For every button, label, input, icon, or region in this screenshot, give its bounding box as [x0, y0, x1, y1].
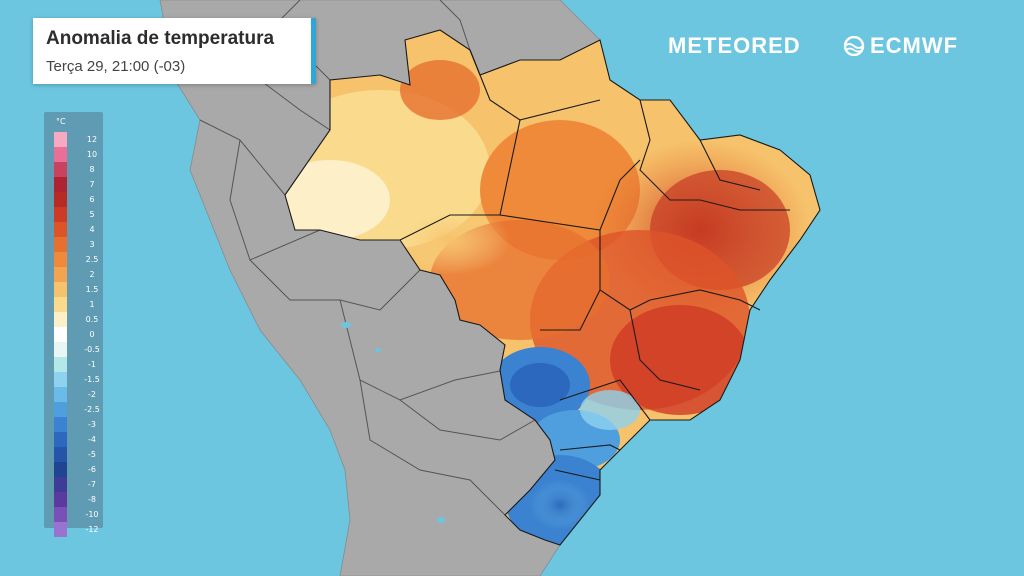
- legend-swatch: [54, 252, 67, 267]
- legend-tick-label: 12: [86, 135, 98, 144]
- legend-swatch: [54, 507, 67, 522]
- legend-tick-label: -1.5: [84, 375, 100, 384]
- legend-tick-label: -8: [88, 495, 96, 504]
- lakes: [341, 322, 445, 523]
- title-card: Anomalia de temperatura Terça 29, 21:00 …: [33, 18, 316, 84]
- map-title: Anomalia de temperatura: [46, 28, 275, 49]
- legend-tick-label: -3: [88, 420, 96, 429]
- legend-swatch: [54, 267, 67, 282]
- legend-tick-label: 5: [89, 210, 95, 219]
- legend-swatch: [54, 132, 67, 147]
- legend-swatch: [54, 192, 67, 207]
- legend-tick-label: 4: [89, 225, 95, 234]
- legend-swatch: [54, 312, 67, 327]
- legend-swatch: [54, 282, 67, 297]
- legend-unit: °C: [56, 117, 66, 126]
- legend-swatch: [54, 402, 67, 417]
- ecmwf-text: ECMWF: [870, 33, 959, 58]
- legend-swatch: [54, 447, 67, 462]
- legend-tick-label: -0.5: [84, 345, 100, 354]
- legend-swatch: [54, 417, 67, 432]
- legend-swatch: [54, 162, 67, 177]
- legend-tick-label: 10: [86, 150, 98, 159]
- legend-swatch: [54, 462, 67, 477]
- legend-tick-label: 0.5: [85, 315, 99, 324]
- legend-tick-label: -1: [88, 360, 96, 369]
- legend-swatch: [54, 357, 67, 372]
- legend-swatch: [54, 207, 67, 222]
- brazil-borders: [284, 29, 821, 546]
- legend-tick-label: 2: [89, 270, 95, 279]
- legend-tick-label: 6: [89, 195, 95, 204]
- legend-tick-label: 1: [89, 300, 95, 309]
- legend-tick-label: 3: [89, 240, 95, 249]
- legend-swatch: [54, 432, 67, 447]
- legend-tick-label: 1.5: [85, 285, 99, 294]
- map-timestamp: Terça 29, 21:00 (-03): [46, 58, 186, 75]
- legend-swatch: [54, 237, 67, 252]
- legend-tick-label: 0: [89, 330, 95, 339]
- legend-tick-label: -6: [88, 465, 96, 474]
- meteored-logo: METEORED: [668, 33, 801, 58]
- legend-swatch: [54, 492, 67, 507]
- legend-tick-label: -2.5: [84, 405, 100, 414]
- legend-swatch: [54, 477, 67, 492]
- legend-tick-label: -7: [88, 480, 96, 489]
- legend-tick-label: -10: [85, 510, 99, 519]
- legend-tick-label: -2: [88, 390, 96, 399]
- legend-swatch: [54, 342, 67, 357]
- legend-tick-label: 2.5: [85, 255, 99, 264]
- legend-tick-label: -4: [88, 435, 96, 444]
- legend-swatch: [54, 177, 67, 192]
- legend-swatch: [54, 387, 67, 402]
- title-accent-bar: [311, 18, 316, 84]
- legend-swatch: [54, 522, 67, 537]
- legend-swatch: [54, 372, 67, 387]
- legend-tick-label: -12: [85, 525, 99, 534]
- legend-swatch: [54, 222, 67, 237]
- ecmwf-wave-icon: [843, 36, 865, 56]
- legend-swatch: [54, 327, 67, 342]
- legend-tick-label: 7: [89, 180, 95, 189]
- legend-swatch: [54, 297, 67, 312]
- ecmwf-logo: ECMWF: [842, 33, 958, 59]
- legend-swatch: [54, 147, 67, 162]
- legend-tick-label: 8: [89, 165, 95, 174]
- legend-tick-label: -5: [88, 450, 96, 459]
- color-scale-legend: °C 12 10 8 7 6 5 4 3 2.5 2 1.5 1 0.5 0 -0.5 -1 -1.5 -2 -2.…: [44, 112, 103, 537]
